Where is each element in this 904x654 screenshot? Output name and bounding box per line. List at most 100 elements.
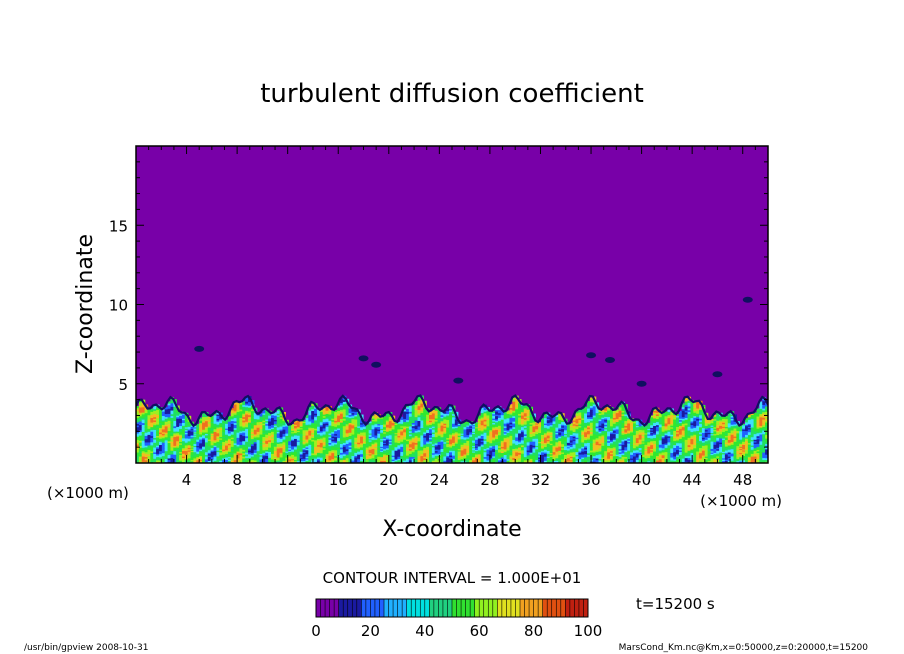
field-cell [466, 432, 470, 434]
field-cell [474, 436, 479, 439]
field-cell [176, 418, 180, 421]
field-cell [156, 411, 160, 414]
field-cell [446, 411, 450, 415]
field-cell [440, 445, 444, 448]
field-cell [227, 435, 232, 438]
field-cell [239, 456, 243, 459]
field-cell [319, 409, 324, 412]
field-cell [469, 428, 473, 431]
field-cell [420, 446, 424, 449]
field-cell [319, 446, 324, 449]
field-cell [181, 439, 186, 442]
field-cell [250, 456, 255, 459]
field-cell [434, 436, 439, 439]
field-cell [268, 458, 272, 461]
field-cell [322, 461, 327, 463]
field-cell [408, 425, 413, 429]
field-cell [184, 440, 189, 443]
field-cell [204, 457, 209, 460]
field-cell [397, 436, 401, 439]
field-cell [242, 450, 246, 454]
field-cell [239, 457, 243, 461]
field-cell [167, 433, 172, 437]
field-cell [262, 445, 266, 448]
field-cell [250, 438, 255, 441]
field-cell [529, 456, 534, 459]
field-cell [256, 422, 261, 425]
field-cell [273, 412, 278, 415]
field-cell [385, 439, 390, 442]
field-cell [388, 420, 393, 423]
field-cell [523, 420, 528, 424]
field-cell [348, 435, 353, 438]
field-cell [474, 444, 479, 447]
field-cell [216, 457, 220, 460]
field-cell [259, 457, 263, 460]
field-cell [368, 454, 373, 457]
field-cell [394, 459, 399, 462]
field-cell [351, 447, 355, 450]
field-cell [342, 399, 347, 402]
field-cell [449, 424, 453, 427]
field-cell [362, 438, 367, 441]
field-cell [342, 446, 347, 449]
field-cell [164, 452, 169, 455]
field-cell [480, 429, 485, 432]
field-cell [138, 445, 143, 448]
field-cell [207, 460, 212, 463]
field-cell [256, 450, 261, 453]
field-cell [345, 438, 350, 441]
field-cell [230, 423, 235, 426]
field-cell [383, 416, 387, 419]
field-cell [176, 423, 180, 426]
field-cell [429, 438, 433, 441]
field-cell [319, 434, 324, 438]
field-cell [463, 456, 467, 458]
field-cell [497, 453, 502, 456]
field-cell [291, 456, 295, 459]
field-cell [161, 409, 166, 412]
field-cell [492, 458, 496, 461]
field-cell [242, 461, 246, 463]
field-cell [136, 442, 140, 445]
field-cell [497, 418, 502, 422]
field-cell [138, 424, 143, 427]
field-cell [265, 423, 269, 426]
field-cell [443, 431, 447, 434]
field-cell [497, 436, 502, 439]
field-cell [331, 434, 335, 437]
field-cell [242, 404, 246, 407]
field-cell [271, 418, 275, 421]
field-cell [328, 459, 332, 463]
field-cell [158, 430, 163, 433]
field-cell [500, 435, 505, 438]
field-cell [248, 418, 252, 421]
field-cell [294, 437, 298, 439]
field-cell [222, 445, 226, 448]
field-cell [328, 440, 332, 444]
field-cell [460, 430, 465, 433]
field-cell [509, 446, 513, 449]
field-cell [193, 437, 197, 439]
field-cell [486, 445, 490, 449]
field-cell [308, 420, 312, 424]
field-cell [248, 442, 252, 445]
field-cell [248, 436, 252, 440]
field-cell [408, 445, 413, 448]
field-cell [463, 452, 467, 455]
field-cell [285, 435, 289, 438]
field-cell [483, 424, 488, 427]
field-cell [204, 458, 209, 461]
field-cell [429, 425, 433, 428]
field-cell [500, 425, 505, 428]
field-cell [153, 456, 157, 459]
field-cell [314, 451, 318, 454]
field-cell [492, 429, 496, 432]
field-cell [173, 429, 177, 432]
field-cell [334, 424, 338, 427]
field-cell [273, 413, 278, 416]
field-cell [339, 455, 344, 459]
field-cell [523, 422, 528, 425]
field-cell [380, 430, 384, 433]
field-cell [452, 443, 456, 447]
